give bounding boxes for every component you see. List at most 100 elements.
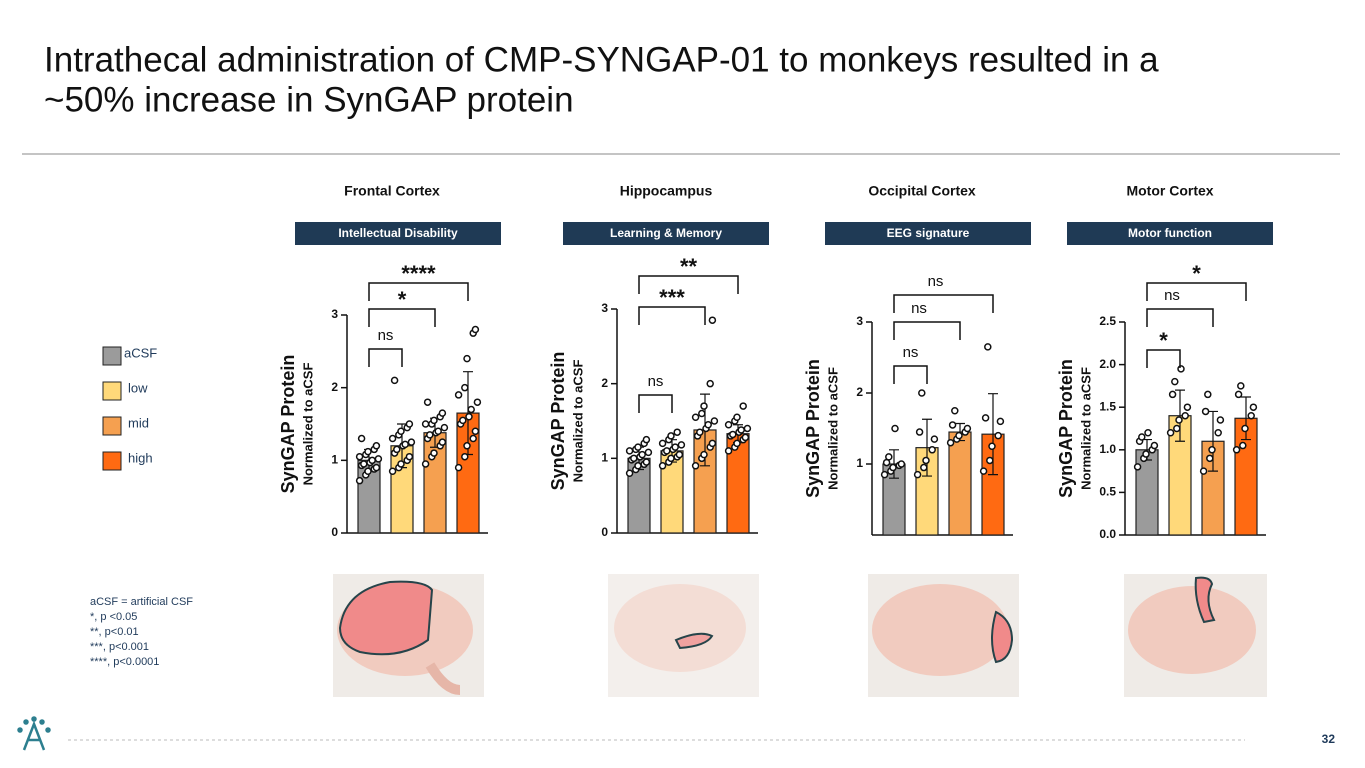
data-point [1168,390,1177,399]
data-point [988,442,996,450]
data-point [438,438,447,446]
subtitle-box [825,222,1031,245]
brain-frontal [333,574,484,697]
y-tick-label: 2 [856,385,863,399]
chart: Hippocampus Learning & Memory SynGAP Prote… [548,183,769,539]
data-point [724,420,733,429]
chart-subtitle: Intellectual Disability [338,226,458,240]
brain-hippocampus [608,574,759,697]
data-point [372,463,381,472]
y-tick-label: 1 [601,451,608,465]
data-point [984,343,992,351]
data-point [397,427,405,436]
slide-title: ~50% increase in SynGAP protein [44,80,574,119]
data-point [698,409,706,418]
y-tick-label: 0 [331,525,338,539]
error-bar [1208,410,1218,472]
significance-label: ns [903,344,919,361]
data-point [663,447,671,455]
y-axis-label: Normalized to aCSF [300,363,315,486]
significance-bracket [368,308,436,327]
data-point [388,467,397,475]
significance-label: ** [680,254,698,279]
data-point [426,431,434,439]
logo [17,716,51,751]
significance-bracket [638,394,673,413]
data-point [963,424,972,433]
data-point [691,413,700,422]
error-bar [1175,389,1185,442]
subtitle-box [1067,222,1273,245]
data-point [1166,429,1175,437]
chart: Occipital Cortex EEG signature SynGAP Prot… [803,183,1031,536]
data-point [1173,424,1181,433]
data-point [897,460,906,468]
significance-bracket [368,282,469,301]
significance-label: ns [378,327,394,344]
data-point [724,447,733,455]
legend-label: low [128,380,148,395]
y-tick-label: 3 [856,314,863,328]
data-point [372,442,381,450]
data-point [955,431,963,440]
significance-bracket [893,294,994,313]
data-point [737,426,745,434]
significance-label: ns [911,300,927,317]
data-point [1234,390,1243,399]
data-point [461,383,469,392]
data-point [407,438,416,446]
significance-bracket [638,275,739,294]
data-point [1181,411,1189,420]
data-point [634,443,642,451]
bar [1135,449,1159,536]
data-point [421,420,430,428]
page-number: 32 [1322,732,1336,746]
slide-title: Intrathecal administration of CMP-SYNGAP… [44,40,1159,79]
error-bar [1241,396,1251,441]
chart: Motor Cortex Motor function SynGAP Protein… [1056,183,1273,541]
data-point [913,470,922,479]
data-point [918,389,926,397]
subtitle-box [563,222,769,245]
data-point [1133,463,1142,471]
significance-label: ns [648,373,664,390]
y-axis-label: Normalized to aCSF [825,367,840,490]
data-point [463,354,471,363]
y-tick-label: 2 [331,380,338,394]
data-point [1138,433,1146,441]
y-tick-label: 0 [601,525,608,539]
data-point [473,398,482,406]
data-point [743,424,752,433]
data-point [423,398,432,406]
data-point [986,456,994,465]
data-point [710,417,719,425]
data-point [1199,467,1208,475]
data-point [459,416,467,425]
footnote: aCSF = artificial CSF [90,596,193,608]
data-point [430,449,438,457]
y-axis-label: SynGAP Protein [278,355,298,494]
chart-title: Frontal Cortex [344,183,440,199]
data-point [915,428,924,436]
data-point [996,417,1005,426]
data-point [638,450,646,459]
data-point [454,463,463,472]
data-point [1249,403,1258,411]
footnote: ****, p<0.0001 [90,656,159,668]
data-point [1214,429,1222,437]
data-point [1142,450,1150,458]
data-point [700,402,708,410]
significance-label: ns [1164,287,1180,304]
legend-swatch [102,346,122,366]
y-tick-label: 3 [331,307,338,321]
legend-label: aCSF [124,345,157,360]
data-point [355,476,364,485]
data-point [733,413,741,422]
data-point [729,430,737,439]
y-axis-label: Normalized to aCSF [1078,367,1093,490]
data-point [401,440,409,449]
footnote: *, p <0.05 [90,611,137,623]
y-tick-label: 0.5 [1099,485,1116,499]
y-tick-label: 2.5 [1099,314,1116,328]
